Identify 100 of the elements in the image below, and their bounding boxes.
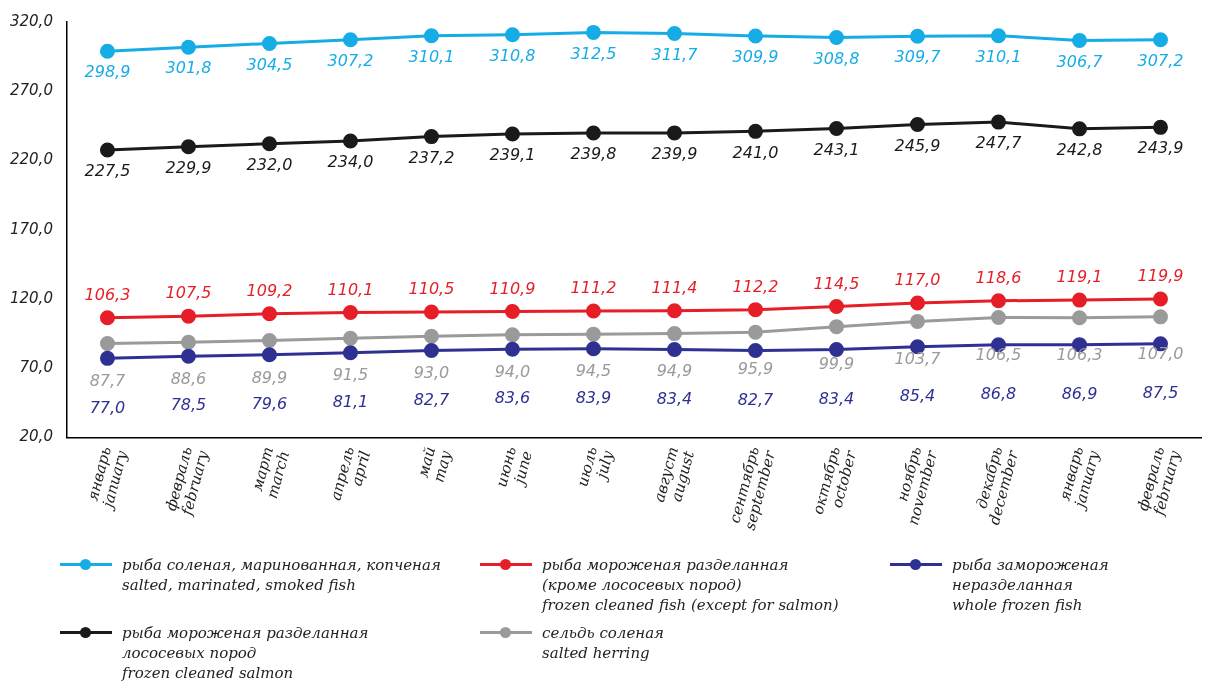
point [261, 35, 277, 51]
data-label: 241,0 [732, 142, 779, 162]
point [666, 303, 682, 319]
data-label: 110,1 [327, 279, 374, 299]
data-label: 310,1 [408, 46, 455, 66]
y-tick-label: 220,0 [9, 150, 53, 169]
data-label: 239,8 [570, 144, 617, 164]
y-tick-label: 20,0 [19, 427, 53, 446]
point [423, 342, 439, 358]
data-label: 95,9 [737, 359, 774, 379]
data-label: 111,4 [651, 277, 698, 297]
x-tick-label: апрель april [326, 444, 375, 503]
point [1153, 309, 1168, 325]
point [828, 120, 844, 136]
point [828, 30, 844, 45]
point [99, 43, 115, 59]
data-label: 306,7 [1056, 51, 1104, 71]
data-label: 309,9 [732, 47, 779, 67]
point [99, 336, 115, 352]
point [909, 28, 925, 44]
point [828, 342, 844, 357]
point [990, 28, 1006, 44]
data-label: 114,5 [813, 273, 860, 293]
data-label: 78,5 [170, 395, 207, 415]
point [990, 310, 1006, 326]
data-label: 109,2 [246, 280, 293, 300]
point [585, 326, 601, 342]
data-label: 88,6 [170, 369, 207, 389]
point [585, 341, 601, 357]
legend-label: рыба мороженая разделанная лососевых пород frozen cleaned salmon [122, 623, 369, 683]
y-tick-label: 320,0 [9, 11, 53, 30]
data-label: 83,9 [575, 387, 612, 407]
data-label: 242,8 [1056, 140, 1103, 160]
data-label: 106,3 [84, 284, 131, 304]
point [261, 347, 277, 363]
point [180, 308, 196, 324]
point [1153, 32, 1168, 48]
data-label: 243,9 [1137, 138, 1184, 158]
data-label: 308,8 [813, 48, 860, 68]
data-label: 239,9 [651, 144, 698, 164]
y-tick-label: 270,0 [9, 81, 53, 100]
point [342, 32, 358, 48]
data-label: 77,0 [89, 397, 126, 417]
data-label: 106,3 [1056, 344, 1103, 364]
point [423, 28, 439, 44]
data-label: 304,5 [246, 54, 293, 74]
data-label: 111,2 [570, 278, 617, 298]
data-label: 83,6 [494, 388, 531, 408]
data-label: 237,2 [408, 147, 455, 167]
point [585, 303, 601, 319]
point [180, 334, 196, 350]
point [828, 319, 844, 335]
point [1071, 310, 1087, 326]
data-label: 243,1 [813, 139, 860, 159]
y-tick-label: 170,0 [9, 219, 53, 238]
point [180, 39, 196, 55]
point [261, 333, 277, 349]
data-label: 239,1 [489, 145, 536, 165]
point [666, 125, 682, 141]
data-label: 119,1 [1056, 267, 1103, 287]
point [585, 125, 601, 141]
point [504, 327, 520, 343]
point [180, 139, 196, 155]
data-label: 94,0 [494, 361, 531, 381]
point [423, 129, 439, 145]
x-tick-label: август august [650, 444, 699, 505]
data-label: 118,6 [975, 267, 1022, 287]
data-label: 112,2 [732, 276, 779, 296]
data-label: 81,1 [332, 391, 369, 411]
point [504, 126, 520, 142]
data-label: 227,5 [84, 161, 131, 181]
data-label: 311,7 [651, 44, 699, 64]
data-label: 117,0 [894, 270, 941, 290]
point [1071, 32, 1087, 48]
data-label: 110,5 [408, 279, 455, 299]
data-label: 312,5 [570, 43, 617, 63]
legend-label: рыба соленая, маринованная, копченая salted, marinated, smoked fish [122, 555, 441, 595]
point [261, 136, 277, 152]
point [261, 306, 277, 322]
point [1153, 291, 1168, 307]
point [909, 295, 925, 311]
data-label: 307,2 [1137, 50, 1184, 70]
y-tick-label: 120,0 [9, 288, 53, 307]
data-label: 86,8 [980, 383, 1017, 403]
data-label: 247,7 [975, 133, 1023, 153]
point [666, 326, 682, 342]
point [990, 114, 1006, 130]
point [180, 348, 196, 364]
data-label: 91,5 [332, 365, 369, 385]
point [666, 342, 682, 357]
point [342, 305, 358, 321]
point [747, 342, 763, 358]
point [423, 304, 439, 320]
data-label: 83,4 [818, 388, 855, 408]
data-label: 119,9 [1137, 266, 1184, 286]
data-label: 86,9 [1061, 383, 1098, 403]
data-label: 309,7 [894, 47, 942, 67]
point [666, 25, 682, 41]
x-tick-label: июнь june [492, 444, 537, 489]
legend-label: рыба мороженая разделанная (кроме лососевых пород) frozen cleaned fish (except for salmon) [542, 555, 839, 615]
